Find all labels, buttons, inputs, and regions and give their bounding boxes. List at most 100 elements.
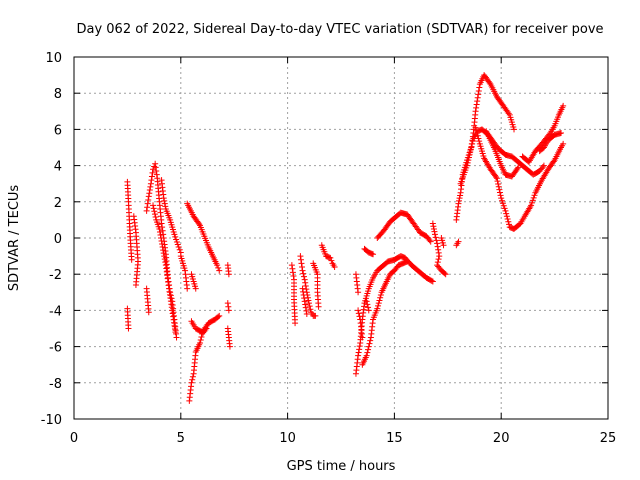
data-point [302, 301, 309, 308]
data-point [430, 223, 437, 230]
data-point [473, 127, 480, 134]
data-point [367, 337, 374, 344]
y-tick-label: 10 [45, 51, 62, 66]
data-point [225, 271, 232, 278]
data-point [152, 214, 159, 221]
data-point [172, 329, 179, 336]
data-point [302, 304, 309, 311]
x-tick-label: 15 [386, 431, 403, 446]
data-series-segment [224, 325, 233, 350]
data-point [500, 202, 507, 209]
y-tick-label: 0 [54, 232, 62, 247]
data-point [476, 138, 483, 145]
data-point [431, 228, 438, 235]
x-tick-label: 10 [279, 431, 296, 446]
data-point [161, 256, 168, 263]
data-point [505, 218, 512, 225]
data-series-segment [453, 238, 462, 249]
data-point [504, 215, 511, 222]
data-point [225, 303, 232, 310]
data-point [301, 298, 308, 305]
data-point [297, 253, 304, 260]
data-point [176, 246, 183, 253]
y-tick-label: -6 [49, 341, 62, 356]
data-point [364, 349, 371, 356]
data-point [147, 180, 154, 187]
data-point [436, 253, 443, 260]
data-point [495, 183, 502, 190]
data-point [377, 292, 384, 299]
data-point [476, 84, 483, 91]
data-point [331, 263, 338, 270]
data-point [158, 220, 165, 227]
data-point [188, 379, 195, 386]
data-point [150, 202, 157, 209]
data-point [125, 325, 132, 332]
data-point [499, 197, 506, 204]
data-point [132, 282, 139, 289]
data-point [301, 276, 308, 283]
y-tick-label: 8 [54, 87, 62, 102]
data-point [457, 192, 464, 199]
data-point [455, 238, 462, 245]
data-point [496, 189, 503, 196]
data-series-segment [150, 202, 179, 336]
data-point [290, 273, 297, 280]
data-point [560, 102, 567, 109]
data-point [299, 263, 306, 270]
data-point [303, 311, 310, 318]
data-point [189, 376, 196, 383]
data-point [475, 87, 482, 94]
data-point [159, 244, 166, 251]
data-point [356, 313, 363, 320]
grid [74, 57, 608, 419]
data-series-segment [299, 285, 310, 318]
data-point [149, 169, 156, 176]
data-point [502, 207, 509, 214]
data-point [529, 197, 536, 204]
data-point [160, 195, 167, 202]
data-point [377, 294, 384, 301]
data-point [435, 246, 442, 253]
data-point [499, 200, 506, 207]
y-tick-label: -2 [49, 268, 62, 283]
data-point [172, 233, 179, 240]
data-point [503, 210, 510, 217]
data-point [427, 238, 434, 245]
data-point [514, 165, 521, 172]
data-point [158, 235, 165, 241]
data-point [143, 207, 150, 214]
data-point [288, 262, 295, 269]
data-point [531, 192, 538, 199]
data-point [497, 192, 504, 199]
data-point [506, 221, 513, 228]
data-point [146, 187, 153, 194]
data-series-segment [438, 235, 447, 249]
data-series-segment [177, 253, 191, 292]
data-series-segment [184, 200, 223, 274]
data-point [558, 130, 565, 137]
y-tick-label: 6 [54, 123, 62, 138]
data-point [158, 238, 165, 245]
data-point [472, 124, 479, 131]
data-point [442, 271, 449, 278]
axis-ticks [73, 56, 609, 420]
data-point [173, 238, 180, 245]
data-point [307, 306, 314, 313]
x-axis-label: GPS time / hours [287, 459, 396, 474]
data-point [496, 186, 503, 193]
data-point [214, 262, 221, 269]
data-series-segment [429, 220, 449, 278]
data-series-segment [188, 271, 199, 292]
data-point [145, 193, 152, 200]
data-point [455, 200, 462, 207]
data-point [355, 349, 362, 356]
y-tick-label: 4 [54, 160, 62, 175]
data-point [359, 334, 366, 341]
data-point [355, 307, 362, 314]
data-series-segment [483, 128, 522, 180]
data-point [486, 79, 493, 86]
data-point [160, 231, 167, 238]
data-point [171, 231, 178, 238]
data-point [441, 270, 448, 277]
